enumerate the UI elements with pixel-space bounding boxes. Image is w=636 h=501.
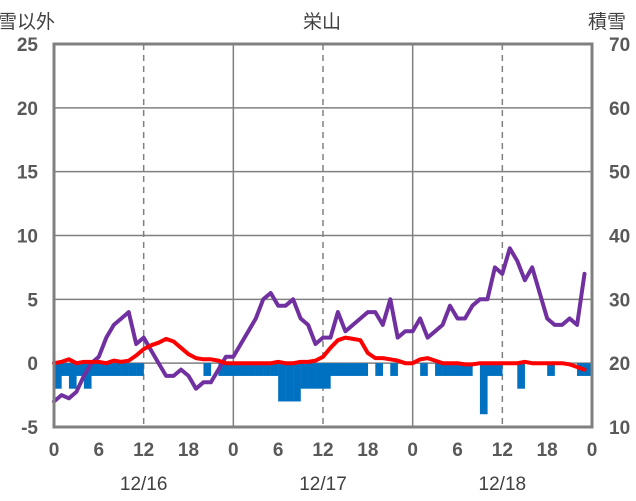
precipitation-bar — [547, 363, 555, 376]
precipitation-bar — [390, 363, 398, 376]
right-tick-label: 40 — [609, 227, 630, 248]
precipitation-bar — [479, 363, 488, 415]
series-lines — [52, 246, 587, 404]
left-tick-labels: 25 20 15 10 5 0 -5 — [17, 35, 39, 439]
x-tick-label: 0 — [228, 440, 239, 461]
right-axis-label: 積雪 — [588, 11, 626, 33]
precipitation-bar — [308, 363, 316, 389]
left-tick-label: 10 — [17, 227, 38, 248]
precipitation-bar — [98, 363, 107, 376]
x-tick-label: 18 — [178, 440, 199, 461]
precipitation-bar — [494, 363, 503, 376]
x-tick-label: 6 — [273, 440, 284, 461]
x-tick-label: 0 — [49, 440, 60, 461]
x-tick-label: 6 — [452, 440, 463, 461]
precipitation-bar — [270, 363, 279, 376]
precipitation-bar — [263, 363, 271, 376]
x-tick-label: 0 — [407, 440, 418, 461]
right-tick-label: 70 — [609, 35, 630, 56]
precipitation-bar — [450, 363, 458, 376]
x-tick-labels: 0 6 12 18 0 6 12 18 0 6 12 18 0 — [49, 440, 598, 461]
right-tick-label: 30 — [609, 290, 630, 311]
precipitation-bar — [218, 363, 227, 376]
chart-title: 栄山 — [303, 11, 341, 33]
precipitation-bar — [442, 363, 451, 376]
precipitation-bar — [457, 363, 466, 376]
precipitation-bar — [360, 363, 369, 376]
precipitation-bar — [225, 363, 234, 376]
right-tick-label: 50 — [609, 163, 630, 184]
x-tick-label: 18 — [537, 440, 558, 461]
precipitation-bar — [83, 363, 92, 389]
left-tick-label: 0 — [27, 354, 38, 375]
x-tick-label: 12 — [312, 440, 333, 461]
snow-depth-line — [52, 246, 587, 404]
date-label: 12/16 — [120, 474, 168, 495]
left-axis-label: 積雪以外 — [0, 11, 55, 33]
precipitation-bar — [128, 363, 137, 376]
precipitation-bar — [584, 363, 593, 376]
precipitation-bar — [68, 363, 77, 389]
left-tick-label: -5 — [21, 418, 38, 439]
precipitation-bar — [255, 363, 264, 376]
precipitation-bar — [315, 363, 324, 389]
right-tick-label: 20 — [609, 354, 630, 375]
precipitation-bar — [240, 363, 249, 376]
x-tick-label: 12 — [492, 440, 513, 461]
precipitation-bar — [278, 363, 286, 402]
precipitation-bar — [352, 363, 361, 376]
left-tick-label: 15 — [17, 163, 39, 184]
precipitation-bar — [76, 363, 85, 376]
precipitation-bar — [337, 363, 346, 376]
precipitation-bar — [121, 363, 129, 376]
date-labels: 12/16 12/17 12/18 — [120, 474, 526, 495]
right-tick-labels: 70 60 50 40 30 20 10 — [609, 35, 630, 439]
right-tick-label: 10 — [609, 418, 630, 439]
precipitation-bar — [203, 363, 212, 376]
precipitation-bar — [300, 363, 309, 389]
precipitation-bar — [517, 363, 525, 389]
precipitation-bar — [91, 363, 100, 376]
precipitation-bar — [54, 363, 62, 389]
precipitation-bar — [345, 363, 354, 376]
temperature-line — [52, 335, 587, 372]
left-tick-label: 25 — [17, 35, 39, 56]
precipitation-bar — [233, 363, 242, 376]
precipitation-bar — [435, 363, 443, 376]
right-tick-label: 60 — [609, 99, 630, 120]
precipitation-bar — [61, 363, 70, 376]
precipitation-bar — [106, 363, 114, 376]
precipitation-bar — [293, 363, 301, 402]
precipitation-bar — [464, 363, 473, 376]
precipitation-bar — [136, 363, 144, 376]
left-tick-label: 5 — [27, 290, 38, 311]
x-tick-label: 0 — [587, 440, 598, 461]
precipitation-bar — [487, 363, 496, 376]
precipitation-bar — [330, 363, 339, 376]
precipitation-bar — [420, 363, 428, 376]
precipitation-bar — [323, 363, 331, 389]
x-tick-label: 18 — [357, 440, 378, 461]
x-tick-label: 12 — [133, 440, 154, 461]
date-label: 12/18 — [479, 474, 527, 495]
x-tick-label: 6 — [94, 440, 105, 461]
plot-frame — [52, 42, 594, 429]
date-label: 12/17 — [299, 474, 347, 495]
precipitation-bar — [375, 363, 383, 376]
precipitation-bar — [113, 363, 122, 376]
left-tick-label: 20 — [17, 99, 38, 120]
precipitation-bar — [248, 363, 256, 376]
precipitation-bar — [285, 363, 294, 402]
